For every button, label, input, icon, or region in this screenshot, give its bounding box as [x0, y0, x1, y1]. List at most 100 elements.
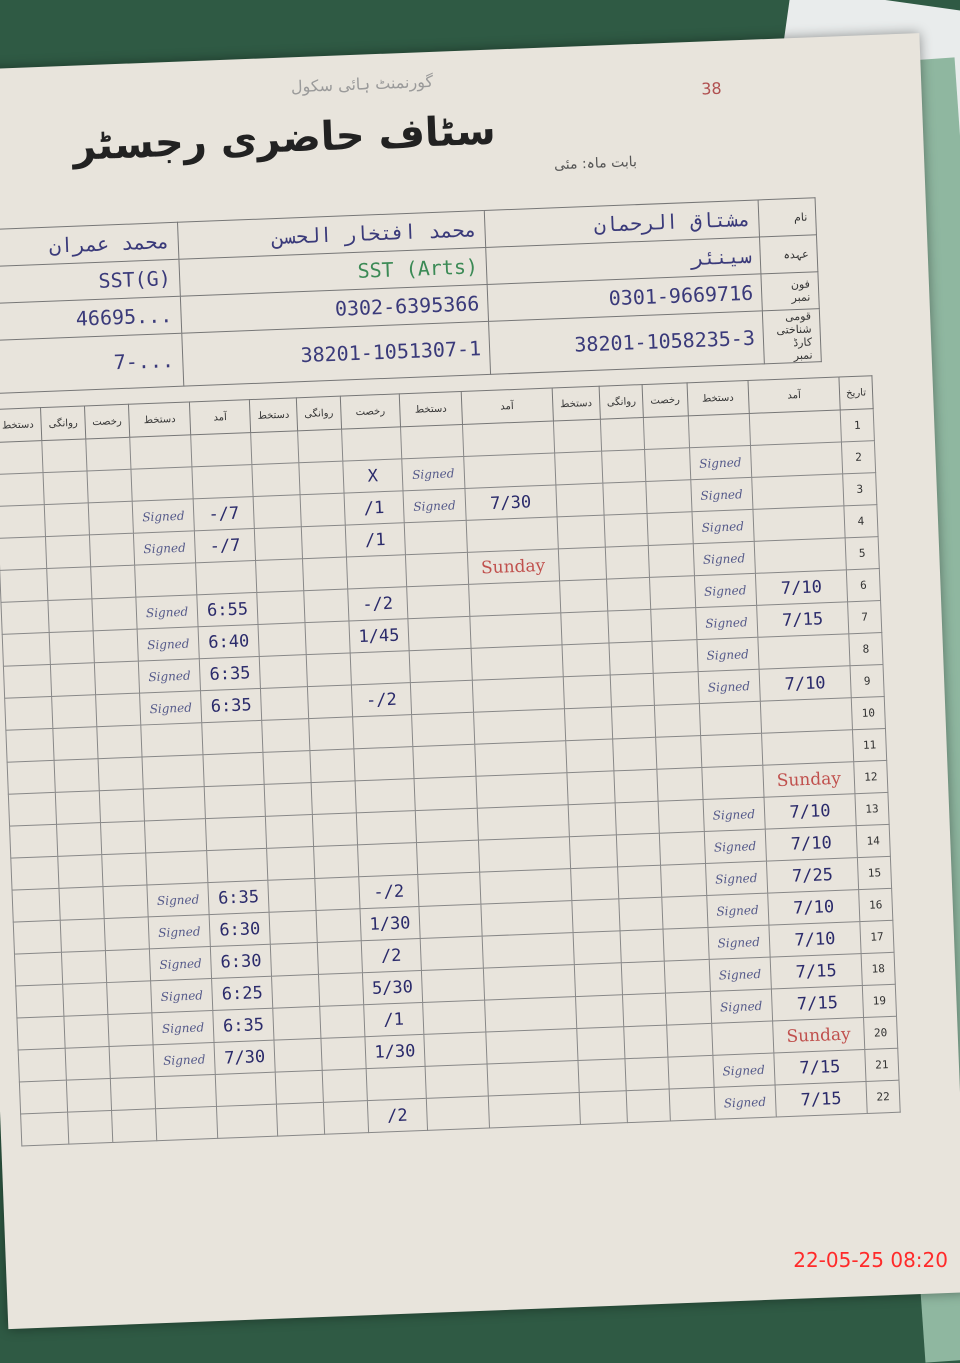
signature-cell — [422, 1000, 486, 1035]
departure-signature-cell — [257, 622, 307, 657]
column-header: آمد — [747, 376, 841, 414]
day-number: 10 — [851, 696, 886, 730]
leave-cell — [302, 557, 348, 591]
departure-cell — [365, 1066, 427, 1101]
leave-cell — [58, 854, 103, 889]
departure-cell: 1/45 — [348, 618, 410, 653]
signature-cell — [419, 904, 482, 939]
departure-signature-cell — [555, 483, 604, 517]
departure-signature-cell — [578, 1090, 628, 1125]
column-header-date: تاریخ — [838, 375, 874, 410]
register-title: سٹاف حاضری رجسٹر — [72, 107, 497, 170]
departure-signature-cell — [250, 430, 299, 465]
departure-signature-cell — [571, 898, 620, 933]
leave-cell — [622, 993, 668, 1027]
departure-cell — [644, 447, 691, 482]
day-number: 11 — [852, 728, 887, 762]
departure-cell — [89, 533, 135, 567]
arrival-cell — [750, 441, 843, 478]
departure-cell — [646, 479, 692, 514]
arrival-cell — [473, 708, 566, 745]
leave-cell — [317, 940, 363, 975]
day-number: 2 — [841, 440, 876, 474]
arrival-cell — [469, 612, 562, 649]
departure-cell — [659, 831, 706, 866]
day-number: 17 — [859, 920, 895, 954]
departure-cell — [101, 852, 147, 887]
departure-signature-cell — [0, 600, 50, 635]
signature-cell: Signed — [150, 978, 214, 1013]
arrival-cell — [205, 816, 267, 851]
arrival-cell — [484, 996, 577, 1033]
departure-cell — [651, 607, 697, 642]
departure-signature-cell — [271, 974, 320, 1009]
departure-cell — [647, 511, 693, 546]
departure-signature-cell — [255, 558, 304, 593]
leave-cell — [298, 461, 344, 495]
departure-signature-cell — [8, 792, 57, 827]
arrival-cell — [195, 560, 257, 595]
day-number: 7 — [847, 600, 882, 634]
departure-signature-cell — [0, 536, 48, 571]
signature-cell — [414, 776, 477, 811]
leave-cell — [321, 1036, 366, 1071]
signature-cell: Signed — [707, 925, 771, 960]
leave-cell — [50, 662, 96, 697]
departure-signature-cell — [18, 1048, 67, 1082]
departure-signature-cell — [266, 846, 315, 881]
departure-signature-cell — [576, 1026, 625, 1061]
signature-cell — [417, 872, 481, 907]
leave-cell — [44, 502, 90, 537]
arrival-cell: 6:25 — [211, 976, 273, 1011]
departure-cell: 2/- — [358, 874, 420, 909]
signature-cell: Signed — [705, 861, 768, 896]
arrival-cell: 7/10 — [763, 793, 857, 830]
departure-signature-cell — [13, 920, 62, 955]
column-header: رخصت — [339, 393, 401, 430]
leave-cell — [606, 577, 652, 612]
signature-cell: Signed — [696, 637, 759, 672]
column-header: دستخط — [551, 386, 601, 421]
leave-cell — [617, 865, 663, 899]
departure-cell — [352, 714, 414, 749]
arrival-cell — [216, 1104, 278, 1139]
signature-cell: Signed — [132, 498, 195, 534]
departure-signature-cell — [0, 504, 46, 539]
leave-cell — [600, 417, 645, 452]
leave-cell — [60, 918, 106, 953]
signature-cell — [408, 616, 471, 651]
departure-cell: 2/- — [351, 682, 412, 717]
arrival-cell — [480, 900, 573, 937]
arrival-cell — [470, 644, 563, 681]
leave-cell — [601, 449, 647, 484]
leave-cell — [61, 950, 107, 985]
departure-cell — [662, 895, 708, 930]
departure-signature-cell — [0, 472, 45, 507]
signature-cell — [410, 680, 474, 715]
arrival-cell — [204, 784, 266, 819]
signature-cell: Signed — [695, 605, 758, 640]
arrival-cell: 6:35 — [199, 656, 261, 691]
leave-cell — [47, 566, 92, 601]
departure-cell — [107, 1012, 153, 1047]
leave-cell — [603, 513, 649, 548]
signature-cell — [154, 1074, 217, 1109]
leave-cell — [53, 726, 98, 761]
arrival-cell: 6:55 — [197, 592, 258, 627]
day-number: 21 — [864, 1048, 899, 1082]
leave-cell — [311, 780, 356, 815]
leave-cell — [309, 748, 355, 783]
signature-cell — [701, 765, 764, 800]
signature-cell — [424, 1032, 487, 1067]
departure-signature-cell — [553, 419, 602, 453]
departure-signature-cell — [20, 1112, 70, 1146]
arrival-cell — [206, 848, 268, 883]
signature-cell: Signed — [401, 456, 465, 491]
arrival-cell — [203, 752, 265, 787]
leave-cell — [602, 481, 648, 516]
departure-signature-cell — [12, 888, 61, 923]
departure-signature-cell — [0, 568, 49, 603]
departure-signature-cell — [5, 728, 55, 763]
departure-cell — [643, 415, 690, 450]
arrival-cell — [478, 836, 571, 873]
